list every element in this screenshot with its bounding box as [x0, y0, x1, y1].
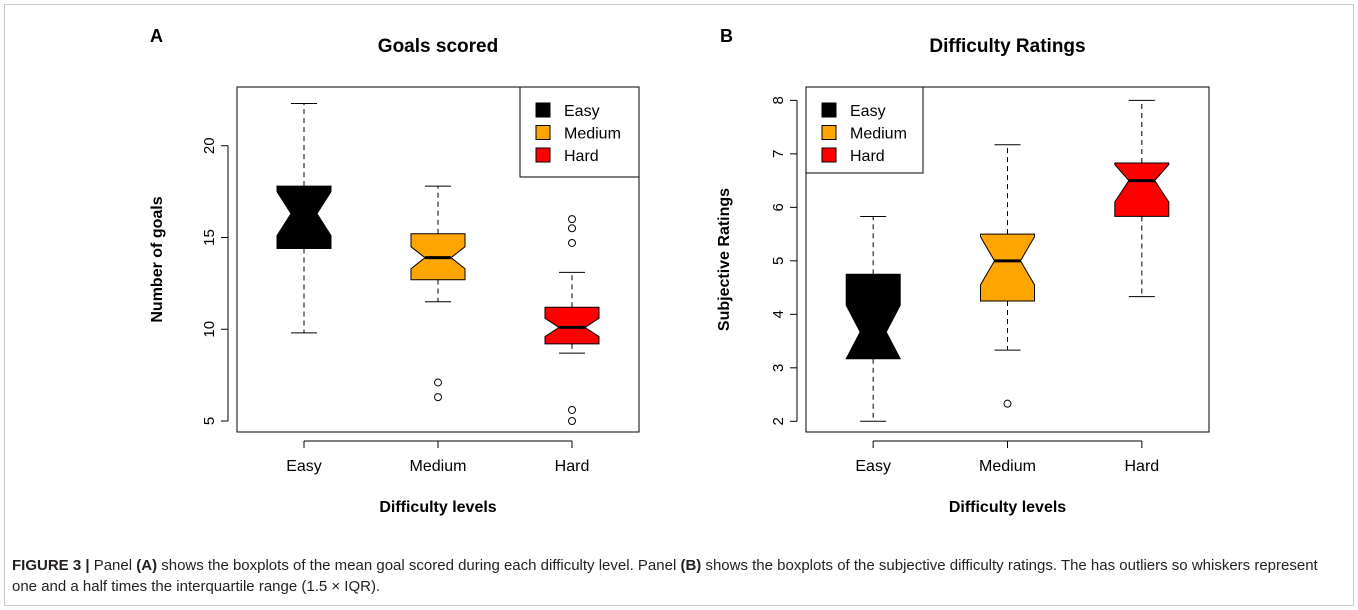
box-medium: [980, 144, 1035, 408]
legend-label: Easy: [564, 103, 600, 120]
y-tick-label: 5: [770, 257, 787, 265]
outlier-point: [568, 215, 576, 224]
box-easy: [845, 215, 902, 422]
x-tick-label: Medium: [410, 458, 467, 475]
plot-frame: [805, 86, 1210, 433]
caption-fragment: Panel: [89, 557, 137, 574]
boxplot-figure: A Goals scored 5 10 15 20 Easy Medium Hard Diffic…: [149, 26, 1210, 516]
legend-label: Medium: [564, 126, 621, 143]
legend-swatch: [535, 147, 551, 163]
box-body: [276, 185, 332, 249]
legend-swatch: [821, 125, 837, 140]
legend-swatch: [821, 147, 837, 163]
y-tick-label: 7: [770, 150, 787, 158]
x-tick-label: Easy: [286, 458, 322, 475]
x-tick-label: Hard: [1124, 458, 1159, 475]
outlier-point: [434, 393, 442, 402]
figure-caption: FIGURE 3 | Panel (A) shows the boxplots …: [12, 555, 1342, 597]
outlier-point: [568, 224, 576, 233]
chart-title: Goals scored: [378, 36, 498, 57]
outlier-point: [1003, 399, 1012, 408]
y-tick-label: 15: [201, 229, 218, 246]
legend-label: Medium: [850, 126, 907, 143]
box-hard: [544, 215, 600, 425]
panel-b: B Difficulty Ratings 2 3 4 5 6 7 8 Easy Medium Hard…: [716, 26, 1210, 516]
outlier-point: [434, 378, 442, 387]
caption-panel-ref: (B): [680, 557, 702, 574]
legend-swatch: [535, 125, 551, 140]
box-hard: [1114, 99, 1170, 298]
y-tick-label: 20: [201, 137, 218, 154]
box-easy: [276, 103, 332, 334]
y-tick-label: 2: [770, 417, 787, 425]
y-tick-label: 8: [770, 96, 787, 104]
y-axis-label: Subjective Ratings: [716, 188, 733, 331]
y-tick-label: 3: [770, 364, 787, 372]
figure-frame: [4, 4, 1354, 606]
y-axis-label: Number of goals: [149, 196, 166, 322]
legend-label: Easy: [850, 103, 886, 120]
plot-frame: [236, 86, 640, 433]
x-tick-label: Medium: [979, 458, 1036, 475]
chart-title: Difficulty Ratings: [929, 36, 1085, 57]
outlier-point: [568, 238, 576, 247]
y-tick-label: 5: [201, 417, 218, 425]
x-tick-label: Hard: [555, 458, 590, 475]
caption-fragment: shows the boxplots of the mean goal scor…: [157, 557, 681, 574]
legend: Easy Medium Hard: [519, 86, 640, 178]
panel-label: A: [150, 26, 163, 46]
x-tick-label: Easy: [855, 458, 891, 475]
legend-label: Hard: [564, 148, 599, 165]
caption-label: FIGURE 3 |: [12, 557, 90, 574]
outlier-point: [568, 405, 576, 414]
y-tick-label: 6: [770, 203, 787, 211]
legend-label: Hard: [850, 148, 885, 165]
caption-text: Panel (A) shows the boxplots of the mean…: [12, 557, 1318, 595]
panel-a: A Goals scored 5 10 15 20 Easy Medium Hard Diffic…: [149, 26, 640, 516]
y-tick-label: 4: [770, 310, 787, 318]
caption-panel-ref: (A): [136, 557, 158, 574]
legend-swatch: [535, 102, 551, 118]
caption-fragment: shows the boxplots of the subjective dif…: [12, 557, 1318, 595]
panel-label: B: [720, 26, 733, 46]
outlier-point: [568, 416, 576, 425]
box-body: [544, 306, 600, 345]
box-body: [845, 273, 902, 360]
y-tick-label: 10: [201, 321, 218, 338]
box-body: [980, 233, 1035, 302]
x-axis-label: Difficulty levels: [379, 499, 496, 516]
legend-swatch: [821, 102, 837, 118]
box-medium: [410, 185, 466, 402]
x-axis-label: Difficulty levels: [949, 499, 1066, 516]
box-body: [1114, 162, 1170, 217]
legend: Easy Medium Hard: [805, 86, 924, 174]
